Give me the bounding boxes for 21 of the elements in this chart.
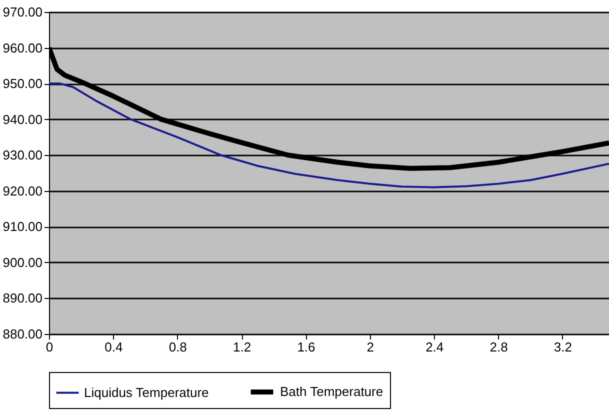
y-tick-label: 970.00 [2,4,42,20]
y-tick-label: 930.00 [2,148,42,163]
y-tick-label: 880.00 [2,326,42,342]
y-tick-label: 920.00 [2,183,42,198]
x-tick-label: 1.2 [233,340,252,354]
x-tick-label: 0.4 [104,340,123,354]
x-tick-label: 2.4 [426,340,444,354]
x-tick-label: 1.6 [297,340,316,354]
y-tick-label: 900.00 [2,254,42,270]
y-tick-label: 950.00 [2,76,42,92]
x-tick-label: 2.8 [490,340,508,354]
x-tick-label: 0.8 [168,340,187,354]
x-tick-label: 2 [366,340,374,354]
x-tick-label: 0 [46,340,54,354]
y-tick-label: 910.00 [2,219,42,234]
y-tick-label: 960.00 [2,40,42,56]
y-tick-label: 940.00 [2,112,42,127]
y-tick-label: 890.00 [2,290,42,306]
x-tick-label: 3.2 [554,340,572,354]
legend-label: Liquidus Temperature [84,384,209,400]
legend-label: Bath Temperature [280,384,384,399]
